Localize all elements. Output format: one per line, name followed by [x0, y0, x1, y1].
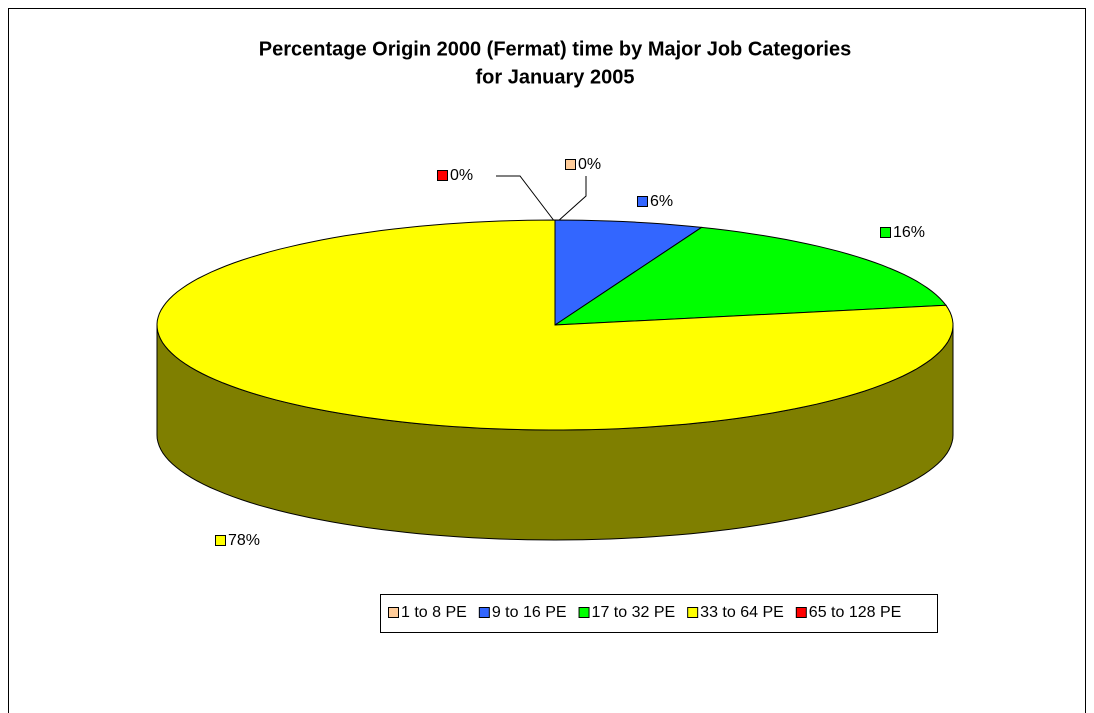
data-label: 16%	[893, 224, 925, 241]
chart-title: for January 2005	[476, 66, 635, 88]
legend-label: 1 to 8 PE	[401, 604, 467, 621]
legend-key	[687, 607, 699, 618]
legend-key	[795, 607, 807, 618]
data-label: 78%	[228, 532, 260, 549]
legend-label: 9 to 16 PE	[492, 604, 567, 621]
legend-key	[388, 607, 399, 618]
legend-key	[578, 607, 590, 618]
leader-line	[556, 176, 587, 223]
data-label: 0%	[578, 156, 601, 173]
legend-label: 33 to 64 PE	[700, 604, 784, 621]
legend-label: 65 to 128 PE	[809, 604, 902, 621]
legend-box	[380, 594, 938, 633]
legend-label: 17 to 32 PE	[592, 604, 676, 621]
label-key	[637, 196, 648, 207]
legend-key	[478, 607, 490, 618]
leader-line	[496, 175, 556, 223]
label-key	[880, 227, 891, 238]
slice	[554, 219, 703, 326]
data-label: 6%	[650, 193, 673, 210]
pie: 0% 6% 16% 78% 0%	[156, 156, 954, 549]
label-key	[565, 159, 576, 170]
legend: 1 to 8 PE 9 to 16 PE 17 to 32 PE 33 to 64 P…	[388, 604, 902, 621]
chart-title: Percentage Origin 2000 (Fermat) time by …	[259, 38, 851, 60]
slice	[553, 226, 948, 326]
label-key	[215, 535, 226, 546]
data-label: 0%	[450, 167, 473, 184]
label-key	[437, 170, 448, 181]
